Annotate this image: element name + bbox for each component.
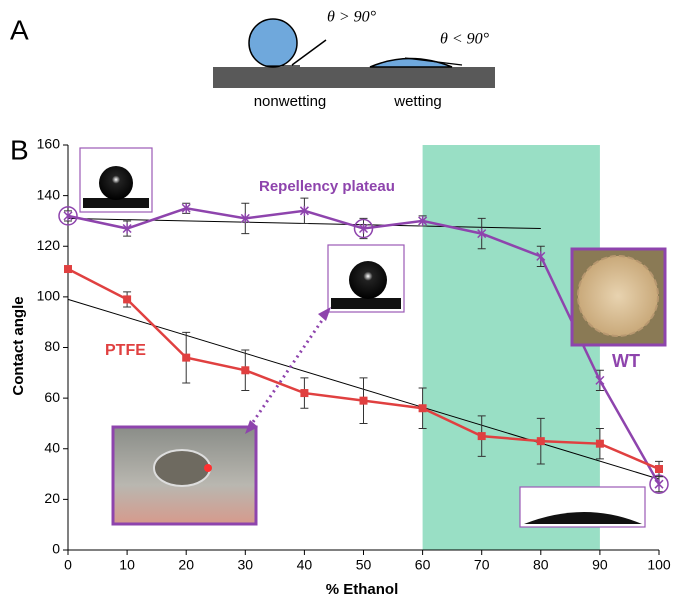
marker — [64, 265, 72, 273]
inset-surface — [331, 298, 401, 309]
y-tick-label: 40 — [44, 439, 60, 455]
figure: A θ > 90° θ < 90° nonwetting wetting B %… — [0, 0, 676, 600]
inset-droplet — [99, 166, 133, 200]
surface — [213, 67, 495, 88]
marker — [655, 479, 663, 489]
x-tick-label: 90 — [592, 557, 608, 573]
marker — [596, 440, 604, 448]
x-tick-label: 80 — [533, 557, 549, 573]
arrow — [251, 316, 325, 425]
marker — [241, 366, 249, 374]
y-tick-label: 120 — [37, 237, 61, 253]
y-tick-label: 140 — [37, 186, 61, 202]
x-tick-label: 0 — [64, 557, 72, 573]
y-tick-label: 160 — [37, 136, 61, 152]
condition-label: nonwetting — [254, 93, 327, 110]
condition-label: wetting — [393, 93, 442, 110]
x-axis-label: % Ethanol — [326, 581, 399, 598]
x-tick-label: 20 — [178, 557, 194, 573]
y-axis-label: Contact angle — [10, 296, 27, 395]
series-label: PTFE — [105, 342, 146, 359]
panel-label: B — [10, 134, 29, 165]
panel-label: A — [10, 14, 29, 45]
angle-label: θ < 90° — [440, 31, 490, 48]
inset-droplet — [349, 261, 387, 299]
x-tick-label: 70 — [474, 557, 490, 573]
angle-label: θ > 90° — [327, 9, 377, 26]
marker — [300, 389, 308, 397]
y-tick-label: 80 — [44, 338, 60, 354]
x-tick-label: 40 — [297, 557, 313, 573]
y-tick-label: 20 — [44, 490, 60, 506]
marker — [123, 295, 131, 303]
droplet-nonwetting — [249, 19, 297, 67]
series-label: WT — [612, 351, 640, 371]
inset-colony — [578, 256, 658, 336]
x-tick-label: 100 — [647, 557, 671, 573]
marker — [182, 354, 190, 362]
marker — [655, 465, 663, 473]
x-tick-label: 10 — [119, 557, 135, 573]
x-tick-label: 30 — [238, 557, 254, 573]
marker — [478, 432, 486, 440]
marker — [360, 397, 368, 405]
x-tick-label: 60 — [415, 557, 431, 573]
x-tick-label: 50 — [356, 557, 372, 573]
marker — [419, 404, 427, 412]
inset-droplet — [154, 450, 210, 486]
y-tick-label: 0 — [52, 541, 60, 557]
inset-laser — [204, 464, 212, 472]
y-tick-label: 60 — [44, 389, 60, 405]
y-tick-label: 100 — [37, 288, 61, 304]
marker — [537, 437, 545, 445]
annotation: Repellency plateau — [259, 178, 395, 195]
